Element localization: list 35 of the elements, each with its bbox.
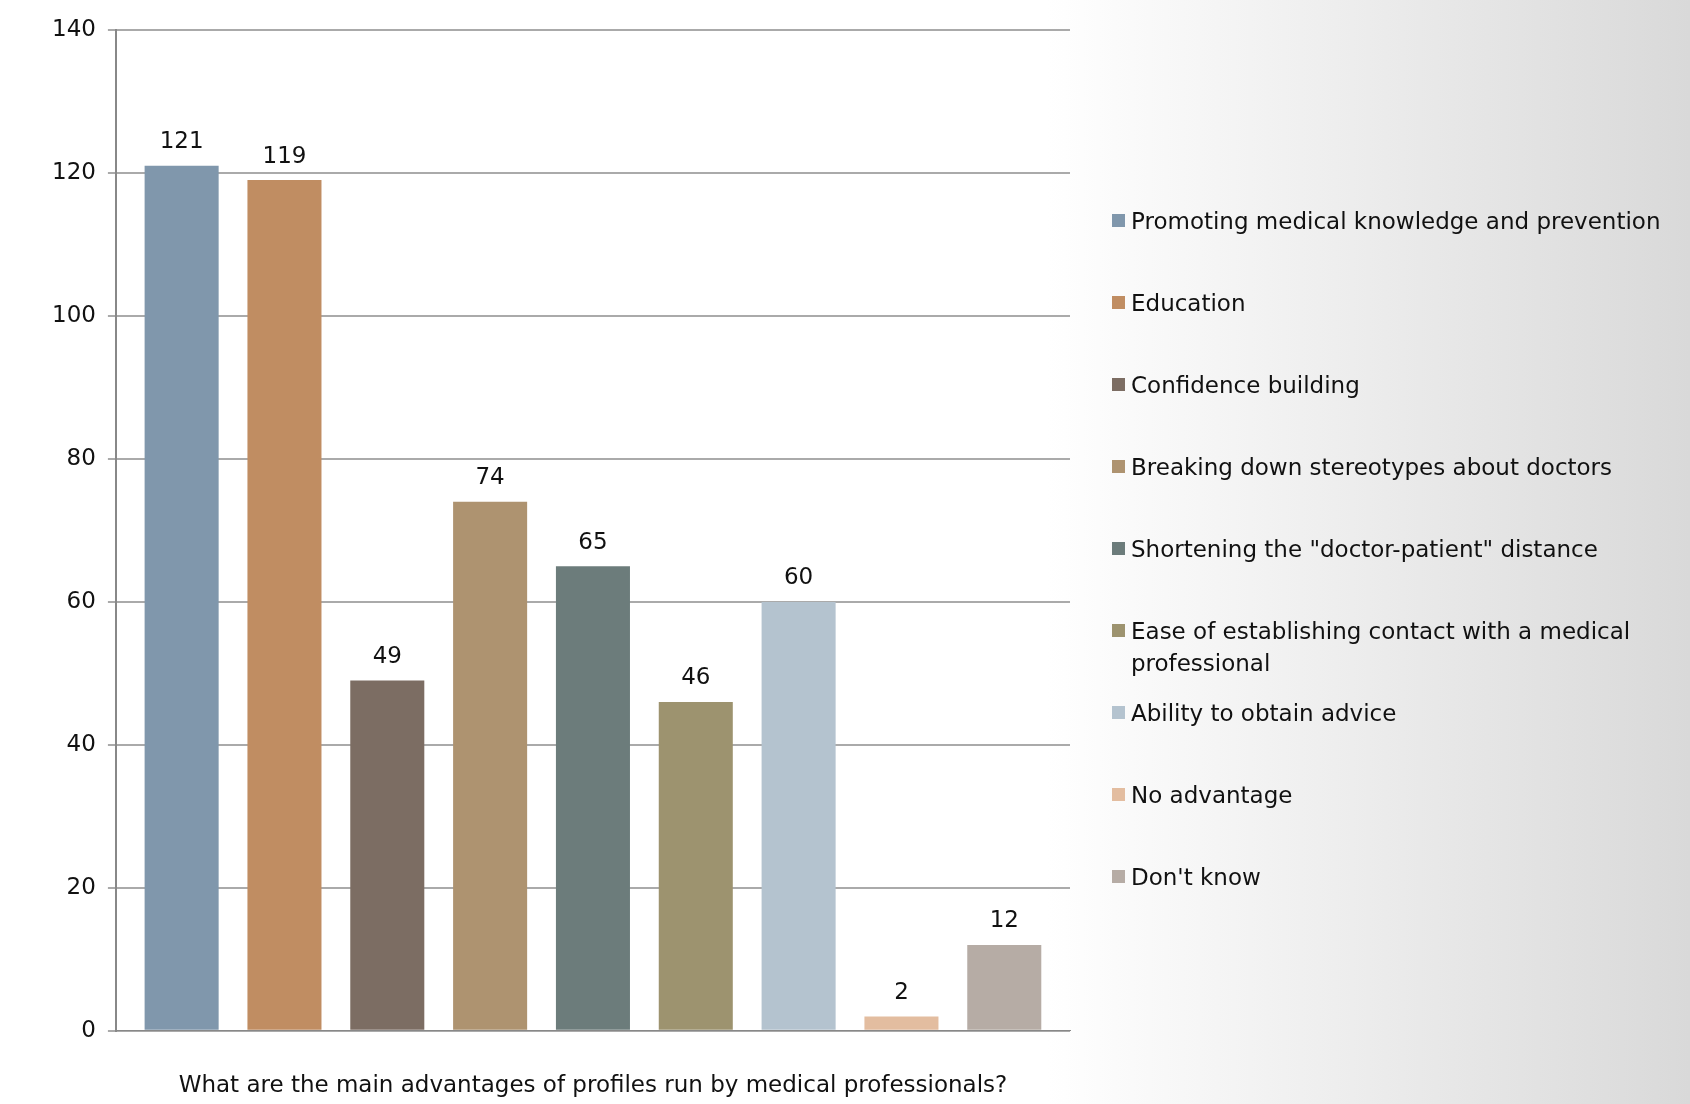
data-label: 60 [783, 563, 814, 590]
legend-label: Ability to obtain advice [1131, 699, 1397, 728]
data-label: 49 [372, 641, 402, 668]
bar [555, 566, 630, 1030]
data-label: 65 [578, 527, 608, 554]
bar [247, 180, 322, 1030]
y-tick-label: 60 [66, 586, 96, 613]
data-label: 119 [262, 141, 307, 168]
legend-label: Promoting medical knowledge and prevention [1131, 207, 1661, 236]
data-label: 12 [989, 906, 1019, 933]
x-axis-title: What are the main advantages of profiles run by medical professionals? [178, 1071, 1008, 1098]
y-tick-label: 40 [66, 729, 96, 756]
legend-label: No advantage [1131, 781, 1293, 810]
data-label: 46 [681, 663, 711, 690]
legend-label: Ease of establishing contact with a medical professional [1131, 617, 1632, 678]
y-tick-label: 80 [66, 443, 96, 470]
legend-label: Breaking down stereotypes about doctors [1131, 453, 1613, 482]
y-tick-label: 20 [66, 872, 96, 899]
bar [144, 165, 219, 1030]
y-tick-label: 120 [51, 157, 96, 184]
data-label: 2 [894, 977, 909, 1004]
bar [658, 701, 733, 1030]
y-tick-label: 0 [81, 1015, 96, 1042]
legend-label: Education [1131, 289, 1246, 318]
y-tick-label: 100 [51, 300, 96, 327]
y-tick-label: 140 [51, 14, 96, 41]
legend-label: Confidence building [1131, 371, 1360, 400]
bar [453, 501, 528, 1030]
legend-label: Don't know [1131, 863, 1261, 892]
data-label: 121 [159, 127, 204, 154]
bar [350, 680, 425, 1030]
bar [761, 601, 836, 1030]
data-label: 74 [475, 463, 505, 490]
bar [864, 1016, 939, 1030]
legend-label: Shortening the "doctor-patient" distance [1131, 535, 1598, 564]
